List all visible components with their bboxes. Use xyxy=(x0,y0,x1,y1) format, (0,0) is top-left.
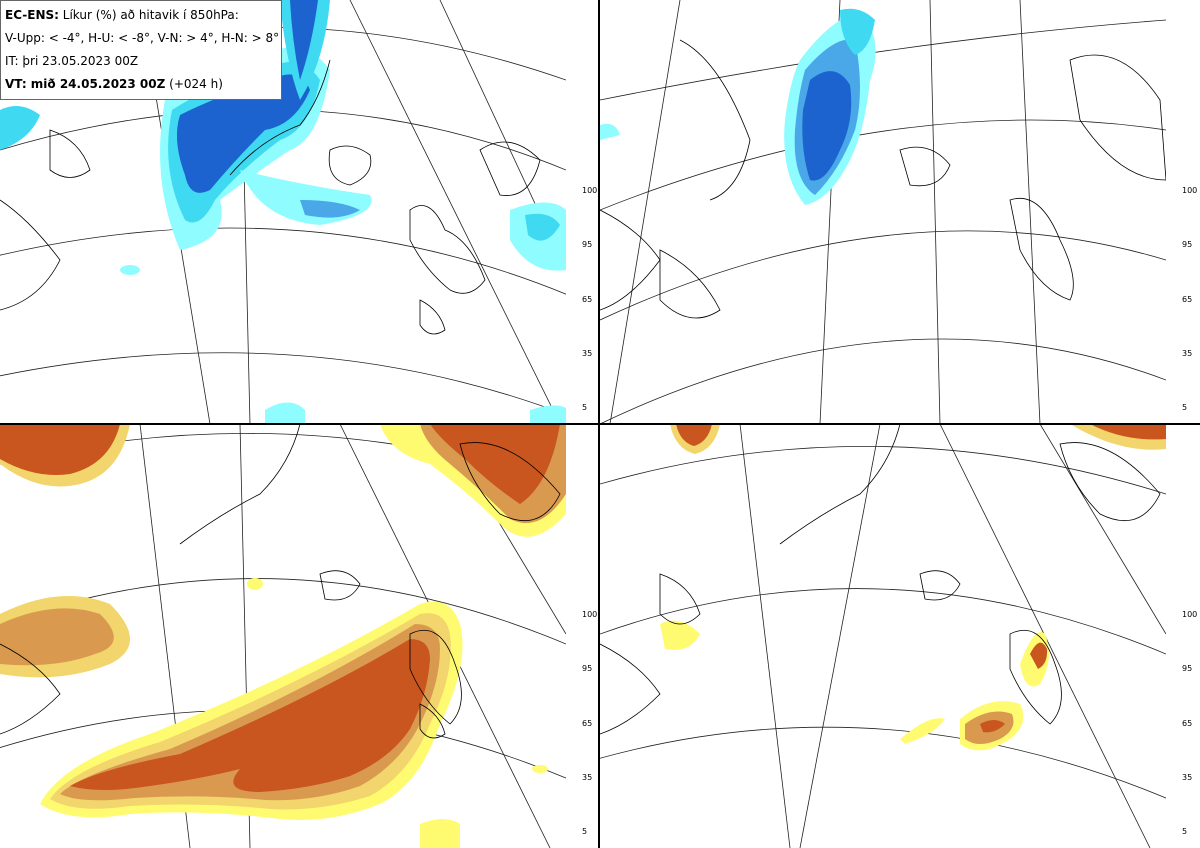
map-panel-warm-8 xyxy=(600,424,1166,848)
probability-warm xyxy=(0,424,566,848)
tick-5: 5 xyxy=(582,403,588,412)
info-valid-time: VT: mið 24.05.2023 00Z (+024 h) xyxy=(5,77,223,91)
tick-65: 65 xyxy=(1182,719,1193,728)
tick-35: 35 xyxy=(582,349,593,358)
tick-100: 100 xyxy=(582,186,598,195)
coastlines xyxy=(600,424,1161,735)
map-panel-cold-4: EC-ENS: Líkur (%) að hitavik í 850hPa: V… xyxy=(0,0,566,424)
graticule xyxy=(600,0,1166,424)
tick-65: 65 xyxy=(582,719,593,728)
map-cold-8 xyxy=(600,0,1166,424)
tick-95: 95 xyxy=(582,240,593,249)
tick-95: 95 xyxy=(1182,664,1193,673)
map-panel-warm-4 xyxy=(0,424,566,848)
info-thresholds: V-Upp: < -4°, H-U: < -8°, V-N: > 4°, H-N… xyxy=(5,31,280,45)
tick-100: 100 xyxy=(582,610,598,619)
map-warm-4 xyxy=(0,424,566,848)
graticule xyxy=(600,424,1166,848)
probability-cold xyxy=(600,8,876,205)
map-warm-8 xyxy=(600,424,1166,848)
tick-35: 35 xyxy=(1182,773,1193,782)
forecast-info-box: EC-ENS: Líkur (%) að hitavik í 850hPa: V… xyxy=(0,0,282,100)
tick-65: 65 xyxy=(1182,295,1193,304)
coastlines xyxy=(600,39,1166,319)
tick-35: 35 xyxy=(1182,349,1193,358)
tick-95: 95 xyxy=(1182,240,1193,249)
tick-5: 5 xyxy=(582,827,588,836)
tick-5: 5 xyxy=(1182,403,1188,412)
tick-5: 5 xyxy=(1182,827,1188,836)
tick-35: 35 xyxy=(582,773,593,782)
info-init-time: IT: þri 23.05.2023 00Z xyxy=(5,54,139,68)
tick-65: 65 xyxy=(582,295,593,304)
coastlines xyxy=(0,59,541,335)
tick-100: 100 xyxy=(1182,186,1198,195)
map-panel-cold-8 xyxy=(600,0,1166,424)
horizontal-divider xyxy=(0,423,1200,425)
tick-100: 100 xyxy=(1182,610,1198,619)
coastlines xyxy=(0,424,561,739)
info-title: EC-ENS: Líkur (%) að hitavik í 850hPa: xyxy=(5,8,239,22)
probability-warm xyxy=(660,424,1166,751)
tick-95: 95 xyxy=(582,664,593,673)
